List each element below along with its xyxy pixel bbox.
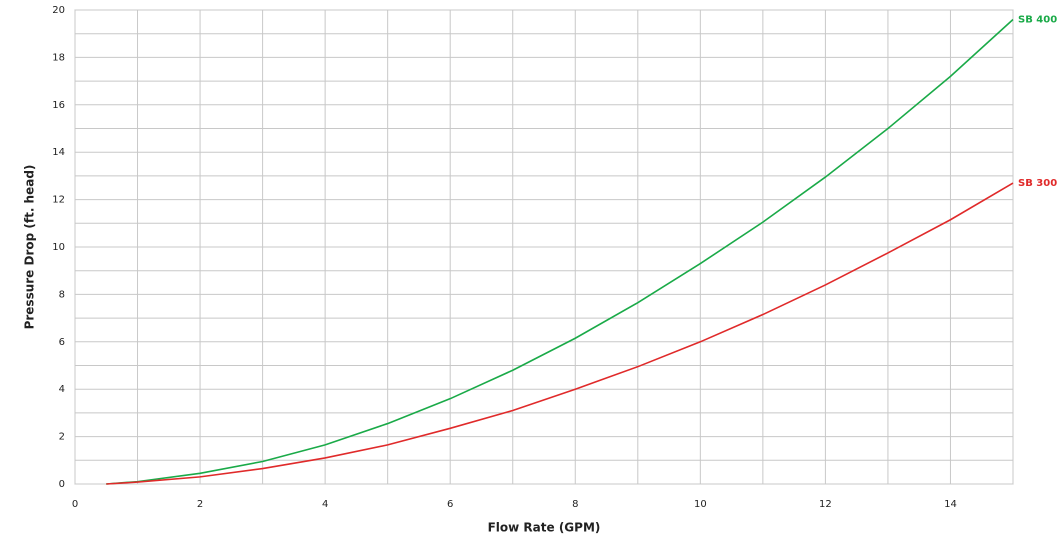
y-tick-label: 18 [52, 52, 65, 63]
y-tick-label: 6 [59, 337, 65, 348]
x-tick-label: 0 [72, 499, 78, 510]
x-axis-label: Flow Rate (GPM) [488, 521, 601, 535]
x-tick-label: 8 [572, 499, 578, 510]
series-line [106, 18, 1014, 485]
y-tick-label: 0 [59, 479, 65, 490]
y-tick-label: 14 [52, 147, 65, 158]
series-label: SB 400 [1018, 14, 1057, 25]
y-tick-label: 10 [52, 242, 65, 253]
x-tick-label: 2 [197, 499, 203, 510]
x-tick-label: 10 [694, 499, 707, 510]
x-tick-label: 14 [944, 499, 957, 510]
series-line [106, 182, 1014, 485]
x-tick-label: 4 [322, 499, 328, 510]
y-tick-label: 16 [52, 100, 65, 111]
x-tick-label: 6 [447, 499, 453, 510]
series-label: SB 300 [1018, 178, 1057, 189]
y-tick-label: 12 [52, 195, 65, 206]
y-tick-label: 8 [59, 289, 65, 300]
y-tick-label: 20 [52, 5, 65, 16]
y-axis-label: Pressure Drop (ft. head) [23, 165, 37, 330]
y-tick-label: 2 [59, 432, 65, 443]
x-tick-label: 12 [819, 499, 832, 510]
y-tick-label: 4 [59, 384, 65, 395]
